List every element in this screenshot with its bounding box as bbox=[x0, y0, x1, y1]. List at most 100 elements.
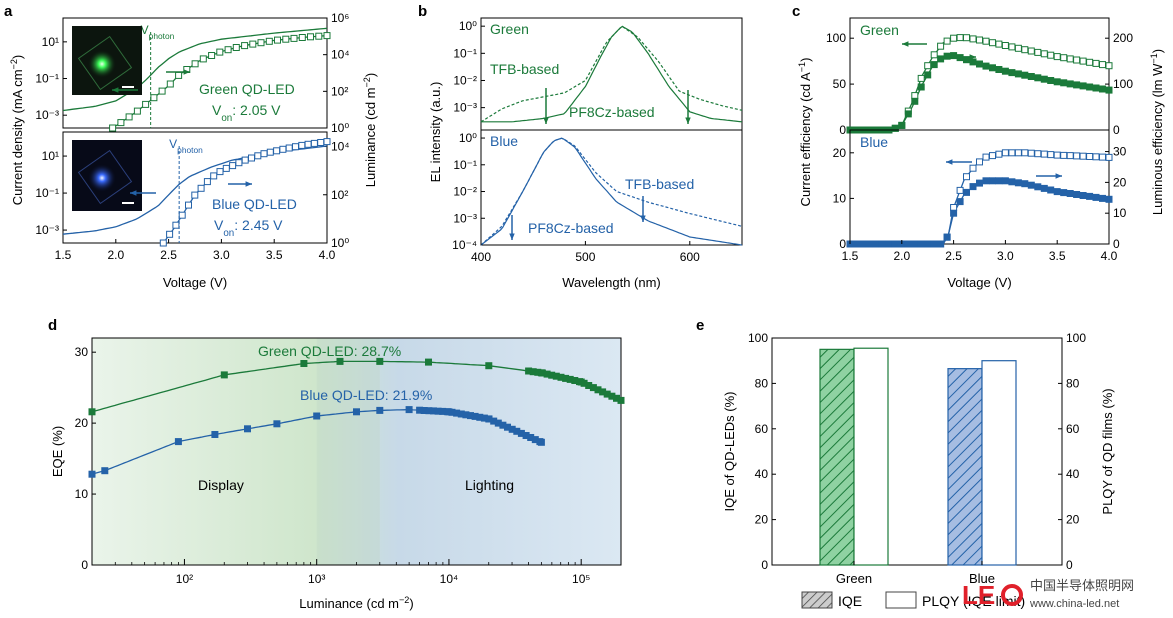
panel-d-series-marker bbox=[536, 438, 544, 446]
panel-c-luminous-marker bbox=[1027, 73, 1035, 80]
panel-e-bar-plqy bbox=[981, 360, 1017, 566]
panel-d-xlabel-part: ) bbox=[409, 596, 413, 611]
panel-c-luminous-marker bbox=[1008, 178, 1016, 186]
panel-a-luminance-marker bbox=[191, 191, 199, 199]
panel-c-current-marker bbox=[1092, 153, 1100, 161]
panel-a-luminance-marker bbox=[159, 239, 167, 247]
panel-c-left-tick-label: 0 bbox=[839, 123, 846, 137]
panel-c-luminous-marker bbox=[1086, 83, 1094, 91]
panel-c-luminous-marker bbox=[1066, 190, 1074, 197]
panel-c-luminous-marker bbox=[1008, 69, 1016, 77]
panel-c-current-marker bbox=[1053, 151, 1061, 159]
panel-a-luminance-marker bbox=[241, 156, 249, 164]
panel-e-right-tick-label: 80 bbox=[1066, 376, 1080, 390]
panel-d-series-marker bbox=[405, 406, 413, 414]
panel-a-x-tick-label: 1.5 bbox=[55, 248, 72, 262]
panel-c-luminous-marker bbox=[989, 177, 996, 185]
panel-c-luminous-marker bbox=[1047, 77, 1055, 84]
panel-a-luminance-marker bbox=[323, 32, 331, 40]
panel-a-luminance-marker bbox=[185, 201, 192, 209]
panel-a-arrow-left-head bbox=[112, 87, 119, 93]
panel-c-current-marker bbox=[1040, 50, 1048, 58]
panel-a-vphoton-label-part: photon bbox=[177, 145, 203, 155]
panel-c-luminous-marker bbox=[937, 55, 945, 63]
panel-c-current-marker bbox=[1008, 43, 1016, 51]
panel-d-series-label: Blue QD-LED: 21.9% bbox=[300, 387, 432, 403]
panel-b-y-tick-label: 10⁰ bbox=[459, 131, 477, 145]
panel-c-current-marker bbox=[1047, 151, 1055, 159]
panel-a-x-tick-label: 2.5 bbox=[160, 248, 177, 262]
panel-a-vphoton-label: Vphoton bbox=[141, 23, 175, 41]
watermark: LE 中国半导体照明网 www.china-led.net bbox=[962, 578, 1134, 610]
panel-d: 30 20 10 0 10² 10³ 10⁴ 10⁵ Green QD-LED: 28.7% Bl… bbox=[50, 337, 625, 611]
panel-d-background bbox=[92, 338, 621, 565]
panel-a-x-tick-label: 2.0 bbox=[107, 248, 124, 262]
panel-c-current-marker bbox=[1014, 149, 1022, 157]
panel-e-bar-iqe bbox=[819, 348, 855, 566]
panel-a-luminance-marker bbox=[290, 34, 298, 42]
panel-letter-c: c bbox=[792, 3, 800, 20]
panel-a-frame bbox=[62, 131, 328, 244]
panel-c-current-marker bbox=[1105, 62, 1113, 70]
panel-b-series-line bbox=[480, 25, 743, 123]
panel-d-x-tick-label: 10⁴ bbox=[440, 572, 459, 586]
panel-b-y-tick-label: 10⁰ bbox=[459, 19, 477, 33]
panel-c-luminous-marker bbox=[1099, 85, 1106, 93]
watermark-logo: LE bbox=[962, 580, 995, 610]
panel-letter-b: b bbox=[418, 3, 427, 20]
panel-a-luminance-marker bbox=[166, 80, 174, 88]
panel-c-arrow-left-head bbox=[902, 41, 909, 47]
panel-a-luminance-marker bbox=[158, 87, 166, 95]
panel-e-category-label: Blue bbox=[969, 571, 995, 586]
panel-d-region-lighting: Lighting bbox=[465, 477, 514, 493]
panel-c-current-marker bbox=[1099, 153, 1106, 161]
panel-a-right-tick-label: 10² bbox=[331, 188, 348, 202]
panel-b-arrow-head bbox=[543, 117, 549, 124]
panel-c-luminous-marker bbox=[924, 240, 932, 248]
panel-b-y-tick-label: 10⁻⁴ bbox=[452, 238, 477, 252]
panel-c-luminous-marker bbox=[1105, 86, 1113, 94]
panel-e-legend-plqy: PLQY (IQE limit) bbox=[922, 593, 1025, 609]
panel-d-y-tick-label: 30 bbox=[75, 345, 89, 359]
panel-c-luminous-marker bbox=[924, 71, 932, 79]
panel-a-luminance-marker bbox=[125, 113, 133, 121]
panel-c-current-marker bbox=[969, 35, 977, 43]
panel-c-luminous-marker bbox=[898, 121, 906, 129]
panel-a-luminance-marker bbox=[323, 138, 331, 146]
panel-c-right-tick-label: 200 bbox=[1113, 31, 1133, 45]
panel-a-x-tick-label: 3.0 bbox=[213, 248, 230, 262]
panel-c-luminous-marker bbox=[1034, 183, 1042, 191]
panel-b-arrow-head bbox=[640, 215, 646, 222]
panel-a-luminance-marker bbox=[109, 124, 117, 132]
panel-c-current-marker bbox=[1027, 47, 1035, 55]
panel-a-luminance-marker bbox=[310, 139, 318, 147]
panel-c-luminous-marker bbox=[943, 233, 951, 241]
panel-c-luminous-marker bbox=[1053, 78, 1061, 86]
panel-c-luminous-marker bbox=[885, 240, 893, 248]
panel-c-luminous-marker bbox=[930, 61, 938, 69]
panel-d-xlabel: Luminance (cd m−2) bbox=[299, 595, 413, 611]
panel-b-series-line bbox=[481, 25, 743, 123]
panel-a-right-tick-label: 10⁴ bbox=[331, 140, 350, 154]
panel-e-frame bbox=[771, 337, 1063, 566]
panel-a-von-label-part: : 2.45 V bbox=[234, 217, 283, 233]
panel-a-luminance-marker bbox=[216, 48, 224, 56]
panel-b-arrow-head bbox=[509, 233, 515, 240]
panel-a-von-label-part: on bbox=[223, 228, 234, 239]
panel-c-current-marker bbox=[1053, 53, 1061, 61]
panel-c-luminous-marker bbox=[1079, 82, 1087, 90]
panel-c-current-marker bbox=[911, 92, 919, 100]
panel-e-legend-swatch-iqe bbox=[801, 591, 833, 609]
panel-a-von-label-part: V bbox=[212, 102, 222, 118]
panel-c-ylabel-right-part: Luminous efficiency (lm W bbox=[1150, 63, 1165, 215]
panel-a-arrow-left-head bbox=[130, 190, 137, 196]
panel-c-luminous-marker bbox=[1001, 177, 1009, 185]
panel-c-current-marker bbox=[963, 173, 970, 181]
panel-c-luminous-marker bbox=[950, 209, 958, 217]
panel-e-legend-swatch-plqy bbox=[885, 591, 917, 609]
panel-c-current-marker bbox=[1105, 153, 1113, 161]
panel-c-current-marker bbox=[1073, 56, 1081, 64]
panel-c-ylabel-left: Current efficiency (cd A−1) bbox=[797, 58, 813, 207]
panel-d-x-tick-label: 10³ bbox=[308, 572, 325, 586]
panel-a-xlabel: Voltage (V) bbox=[163, 275, 227, 290]
